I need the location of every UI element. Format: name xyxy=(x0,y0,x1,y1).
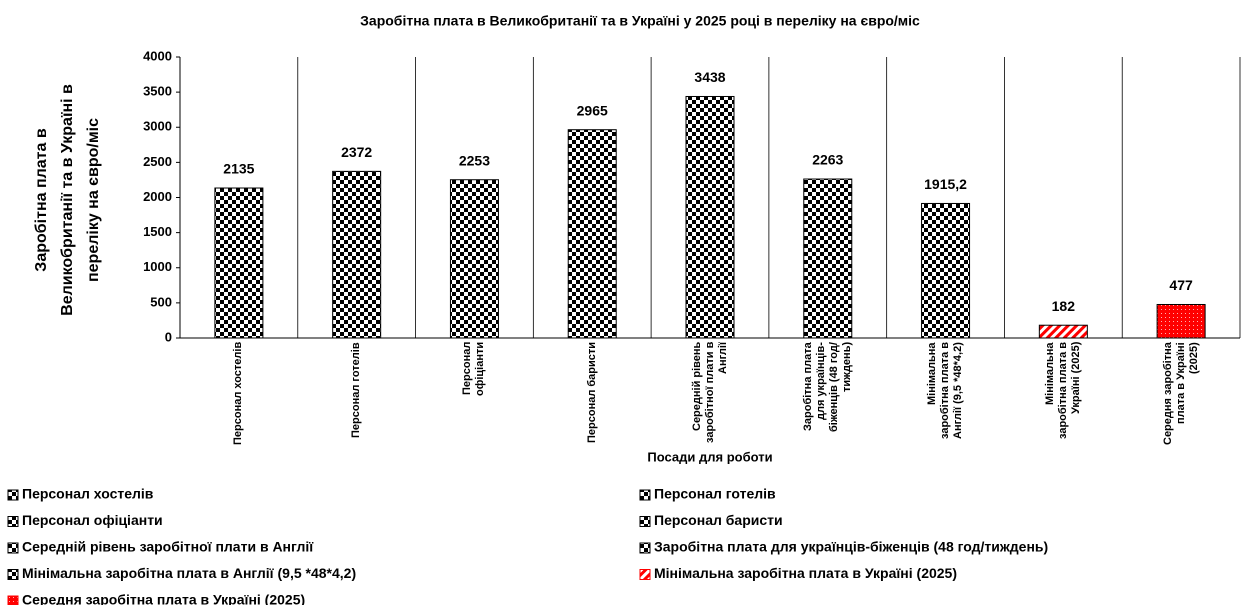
bar xyxy=(921,202,971,339)
y-tick-label: 0 xyxy=(165,329,172,344)
legend-swatch xyxy=(639,516,651,527)
x-tick-label-wrap: Мінімальна заробітна плата в Україні (20… xyxy=(1008,342,1118,452)
legend-swatch xyxy=(639,489,651,501)
legend-swatch xyxy=(639,542,651,554)
legend-label: Персонал офіціанти xyxy=(22,512,163,528)
x-tick-label-wrap: Персонал баристи xyxy=(537,342,647,452)
x-tick-label-wrap: Середня заробітна плата в Україні (2025) xyxy=(1126,342,1236,452)
value-label: 2253 xyxy=(459,152,490,168)
x-axis-title: Посади для роботи xyxy=(647,449,772,464)
y-axis-title: переліку на євро/міс xyxy=(85,118,102,282)
y-axis-title: Заробітна плата в xyxy=(33,128,50,272)
value-label: 3438 xyxy=(694,69,725,85)
x-tick-label: Персонал хостелів xyxy=(232,342,245,446)
legend-label: Персонал баристи xyxy=(654,512,783,528)
legend-swatch xyxy=(7,569,19,580)
legend-swatch xyxy=(639,569,651,580)
legend-swatch xyxy=(7,516,19,527)
y-tick-label: 500 xyxy=(150,294,172,309)
value-label: 182 xyxy=(1052,298,1076,314)
x-tick-label-box: Середній рівень заробітної плати в Англі… xyxy=(655,342,765,452)
y-tick-label: 1500 xyxy=(143,224,172,239)
y-axis-title: Великобританії та в Україні в xyxy=(59,84,76,316)
x-tick-label: Мінімальна заробітна плата в Англії (9,5… xyxy=(926,342,965,440)
x-tick-label-box: Персонал офіціанти xyxy=(419,342,529,452)
value-label: 2965 xyxy=(577,102,608,118)
legend-label: Заробітна плата для українців-біженців (… xyxy=(654,539,1048,555)
x-tick-label: Середній рівень заробітної плати в Англі… xyxy=(690,342,729,444)
x-tick-label-box: Персонал готелів xyxy=(302,342,412,452)
x-tick-label-wrap: Мінімальна заробітна плата в Англії (9,5… xyxy=(891,342,1001,452)
legend-label: Мінімальна заробітна плата в Англії (9,5… xyxy=(22,565,356,581)
bar xyxy=(449,179,499,339)
y-tick-label: 4000 xyxy=(143,48,172,63)
legend-label: Середня заробітна плата в Україні (2025) xyxy=(22,592,305,605)
value-label: 2263 xyxy=(812,152,843,168)
x-tick-label-box: Мінімальна заробітна плата в Англії (9,5… xyxy=(891,342,1001,452)
bar xyxy=(567,129,617,339)
y-tick-label: 2500 xyxy=(143,154,172,169)
chart-title: Заробітна плата в Великобританії та в Ук… xyxy=(360,13,920,29)
x-tick-label-wrap: Персонал офіціанти xyxy=(419,342,529,452)
x-tick-label: Мінімальна заробітна плата в Україні (20… xyxy=(1043,342,1082,440)
x-tick-label-box: Заробітна плата для українців-біженців (… xyxy=(773,342,883,452)
bar xyxy=(332,170,382,339)
x-tick-label: Середня заробітна плата в Україні (2025) xyxy=(1161,342,1200,445)
y-tick-label: 3500 xyxy=(143,84,172,99)
y-tick-label: 3000 xyxy=(143,119,172,134)
value-label: 477 xyxy=(1169,277,1193,293)
x-tick-label: Заробітна плата для українців-біженців (… xyxy=(801,342,853,432)
x-tick-label-wrap: Середній рівень заробітної плати в Англі… xyxy=(655,342,765,452)
legend-label: Персонал хостелів xyxy=(22,486,154,502)
value-label: 2135 xyxy=(223,161,254,177)
x-tick-label: Персонал офіціанти xyxy=(461,342,487,397)
legend-label: Середній рівень заробітної плати в Англі… xyxy=(22,539,314,555)
x-tick-label: Персонал готелів xyxy=(350,342,363,438)
x-tick-label-wrap: Заробітна плата для українців-біженців (… xyxy=(773,342,883,452)
bar xyxy=(1038,324,1088,339)
value-label: 1915,2 xyxy=(924,176,967,192)
legend-label: Мінімальна заробітна плата в Україні (20… xyxy=(654,565,957,581)
x-tick-label-box: Персонал баристи xyxy=(537,342,647,452)
x-tick-label-box: Персонал хостелів xyxy=(184,342,294,452)
bar xyxy=(214,187,264,339)
legend-swatch xyxy=(7,489,19,501)
legend-swatch xyxy=(7,542,19,554)
legend-swatch xyxy=(7,595,19,605)
bar xyxy=(803,178,853,339)
y-tick-label: 1000 xyxy=(143,259,172,274)
value-label: 2372 xyxy=(341,144,372,160)
x-tick-label-box: Середня заробітна плата в Україні (2025) xyxy=(1126,342,1236,452)
x-tick-label-wrap: Персонал готелів xyxy=(302,342,412,452)
x-tick-label-wrap: Персонал хостелів xyxy=(184,342,294,452)
x-tick-label-box: Мінімальна заробітна плата в Україні (20… xyxy=(1008,342,1118,452)
bar xyxy=(1156,303,1206,339)
x-tick-label: Персонал баристи xyxy=(585,342,598,444)
legend-label: Персонал готелів xyxy=(654,486,776,502)
y-tick-label: 2000 xyxy=(143,189,172,204)
bar xyxy=(685,95,735,339)
